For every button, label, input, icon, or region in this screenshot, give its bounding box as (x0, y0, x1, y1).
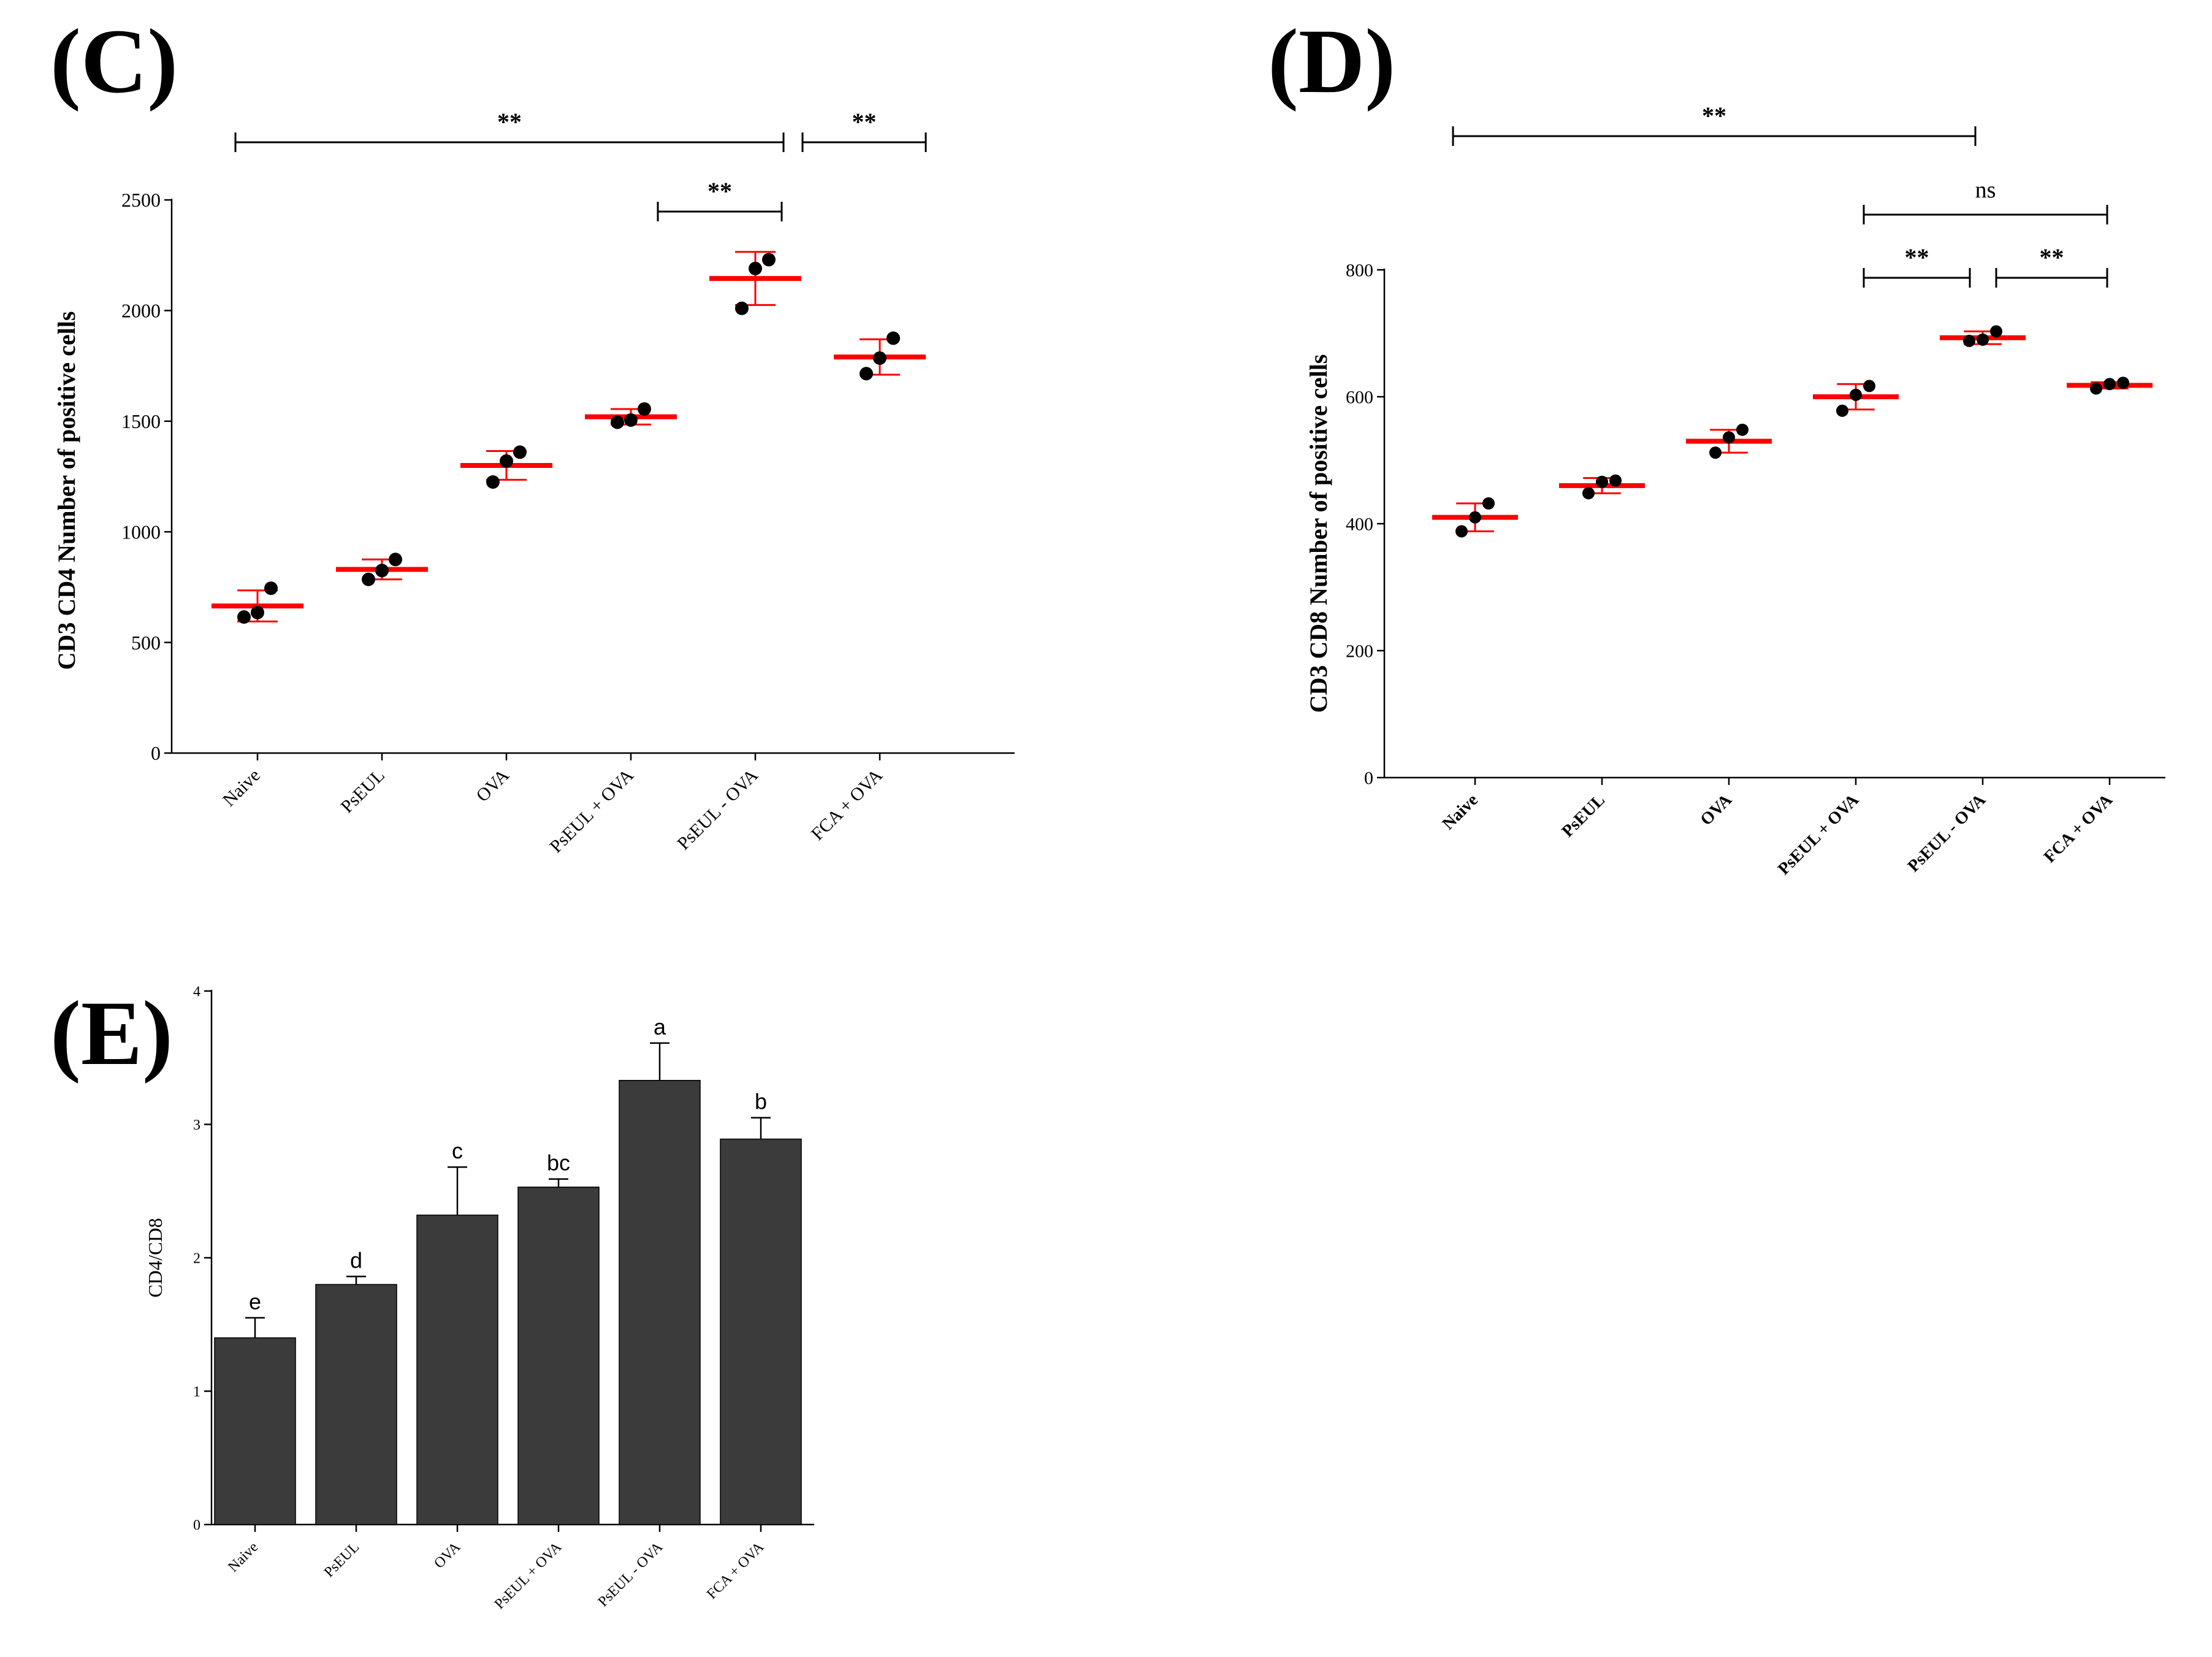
bar-ova (416, 1214, 498, 1525)
data-point (887, 331, 900, 345)
x-tick-label-pseul: PsEUL (321, 1539, 362, 1580)
y-tick-label: 0 (151, 742, 161, 764)
x-tick-label-pseul-ova: PsEUL - OVA (1904, 790, 1990, 876)
data-point (251, 605, 264, 619)
data-point (500, 454, 513, 468)
y-tick-label: 500 (131, 632, 161, 654)
data-point (1596, 475, 1608, 488)
data-point (624, 413, 638, 427)
significance-label: ns (1975, 177, 1996, 203)
data-point (362, 572, 375, 586)
data-point (486, 475, 500, 489)
data-point (1963, 334, 1975, 347)
data-point (1977, 333, 1989, 346)
data-point (1469, 511, 1481, 524)
x-tick-label-naive: Naive (1439, 790, 1482, 833)
significance-label: ** (2040, 243, 2064, 271)
panel-c: (C) CD3 CD4 Number of positive cells 0 500 1… (50, 10, 1015, 857)
bar-fca-ova (720, 1138, 802, 1525)
y-tick-label: 1500 (121, 410, 161, 432)
panel-e: (E) CD4/CD8 0 1 2 3 4 Naive PsEUL OVA PsEUL + OVA P… (50, 982, 814, 1612)
data-point (1736, 423, 1749, 436)
y-tick-label: 200 (1346, 641, 1373, 662)
data-point (264, 581, 278, 595)
x-tick-label-pseul-ova: PsEUL + OVA (546, 765, 638, 857)
significance-letter: b (755, 1089, 767, 1114)
data-point (237, 610, 251, 624)
data-point (735, 301, 749, 315)
data-point (1990, 325, 2002, 338)
y-tick-label: 0 (193, 1517, 200, 1533)
x-tick-label-fca-ova: FCA + OVA (2040, 790, 2117, 867)
y-tick-label: 800 (1346, 261, 1373, 281)
data-point (375, 564, 389, 578)
x-tick-label-naive: Naive (225, 1539, 261, 1575)
data-point (2090, 382, 2102, 395)
data-point (1609, 474, 1622, 487)
data-point (1836, 404, 1848, 417)
x-tick-label-pseul: PsEUL (337, 765, 389, 817)
significance-label: ** (852, 108, 877, 136)
data-point (1723, 431, 1735, 444)
data-point (513, 445, 527, 459)
bar-pseul-ova (517, 1186, 600, 1525)
data-point (873, 351, 887, 365)
y-tick-label: 600 (1346, 388, 1373, 408)
data-point (2103, 378, 2116, 391)
significance-letter: a (654, 1014, 666, 1039)
significance-letter: bc (547, 1150, 570, 1176)
significance-letter: d (350, 1247, 362, 1272)
significance-label: ** (707, 177, 732, 205)
x-tick-label-fca-ova: FCA + OVA (807, 765, 887, 844)
y-tick-label: 2000 (121, 300, 161, 322)
data-point (389, 553, 402, 567)
x-tick-label-pseul-ova: PsEUL + OVA (1774, 790, 1863, 879)
y-tick-label: 3 (193, 1117, 200, 1133)
x-tick-label-pseul: PsEUL (1558, 790, 1609, 841)
panel-label: (C) (50, 10, 178, 112)
data-point (1850, 388, 1862, 401)
x-tick-label-pseul-ova: PsEUL - OVA (673, 765, 762, 854)
data-point (2117, 377, 2129, 389)
data-point (1482, 497, 1495, 510)
significance-label: ** (1702, 102, 1726, 129)
x-tick-label-ova: OVA (1697, 790, 1736, 829)
panel-d: (D) CD3 CD8 Number of positive cells 0 200 4… (1268, 10, 2165, 879)
significance-letter: e (249, 1289, 261, 1314)
y-tick-label: 1000 (121, 521, 161, 543)
x-tick-label-ova: OVA (472, 765, 513, 806)
panel-label: (E) (50, 982, 173, 1084)
data-point (860, 367, 873, 381)
y-axis-label: CD4/CD8 (144, 1218, 166, 1298)
y-axis-label: CD3 CD4 Number of positive cells (53, 312, 80, 670)
y-tick-label: 2500 (121, 189, 161, 211)
y-tick-label: 4 (193, 984, 200, 1000)
x-tick-label-ova: OVA (431, 1539, 463, 1571)
data-point (1709, 446, 1722, 459)
y-axis-label: CD3 CD8 Number of positive cells (1305, 354, 1332, 713)
y-tick-label: 1 (193, 1384, 200, 1400)
data-point (762, 253, 776, 267)
bar-pseul (315, 1284, 397, 1525)
data-point (1582, 487, 1595, 500)
panel-label: (D) (1268, 10, 1395, 112)
significance-label: ** (497, 108, 522, 136)
y-tick-label: 2 (193, 1250, 200, 1266)
significance-label: ** (1905, 243, 1929, 271)
x-tick-label-fca-ova: FCA + OVA (704, 1539, 768, 1602)
y-tick-label: 400 (1346, 515, 1373, 535)
y-tick-label: 0 (1364, 768, 1373, 789)
x-tick-label-pseul-ova: PsEUL - OVA (595, 1539, 666, 1610)
x-tick-label-naive: Naive (219, 765, 264, 811)
bar-pseul-ova (619, 1079, 701, 1525)
data-point (638, 402, 651, 416)
significance-letter: c (452, 1138, 463, 1163)
x-tick-label-pseul-ova: PsEUL + OVA (492, 1539, 565, 1612)
data-point (611, 415, 624, 429)
data-point (749, 261, 762, 275)
bar-naive (214, 1337, 296, 1525)
data-point (1863, 380, 1875, 392)
data-point (1455, 525, 1468, 538)
